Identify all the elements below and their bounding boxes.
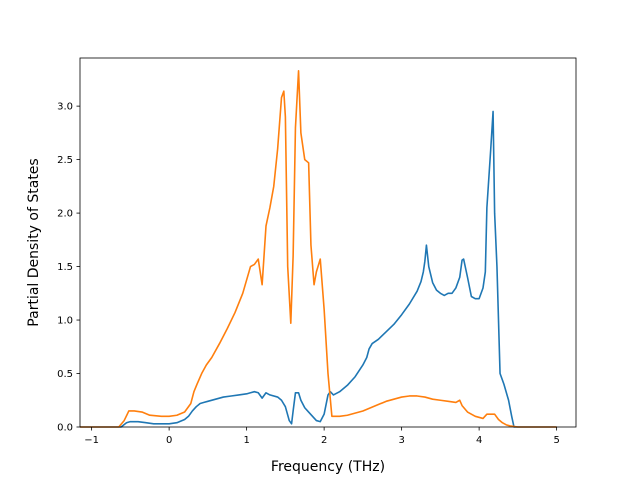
y-tick-label: 2.0 — [57, 209, 73, 220]
x-axis-ticks: −1 0 1 2 3 4 5 — [84, 427, 560, 446]
plot-frame — [79, 57, 577, 428]
y-axis-ticks: 0.0 0.5 1.0 1.5 2.0 2.5 3.0 — [57, 102, 80, 434]
x-tick-label: 3 — [398, 435, 404, 446]
x-tick-label: 0 — [166, 435, 172, 446]
x-tick-label: −1 — [84, 435, 99, 446]
x-tick-label: 5 — [553, 435, 559, 446]
series-line-2 — [80, 70, 557, 428]
y-tick-label: 0.5 — [57, 369, 73, 380]
x-tick-label: 4 — [476, 435, 482, 446]
x-tick-label: 2 — [321, 435, 327, 446]
y-tick-label: 1.0 — [57, 316, 73, 327]
x-tick-label: 1 — [243, 435, 249, 446]
x-axis-label: Frequency (THz) — [271, 459, 385, 475]
y-tick-label: 3.0 — [57, 102, 73, 113]
series-layer — [80, 70, 557, 428]
series-line-1 — [80, 110, 557, 428]
y-tick-label: 0.0 — [57, 423, 73, 434]
y-tick-label: 1.5 — [57, 262, 73, 273]
y-tick-label: 2.5 — [57, 155, 73, 166]
y-axis-label: Partial Density of States — [26, 158, 42, 326]
